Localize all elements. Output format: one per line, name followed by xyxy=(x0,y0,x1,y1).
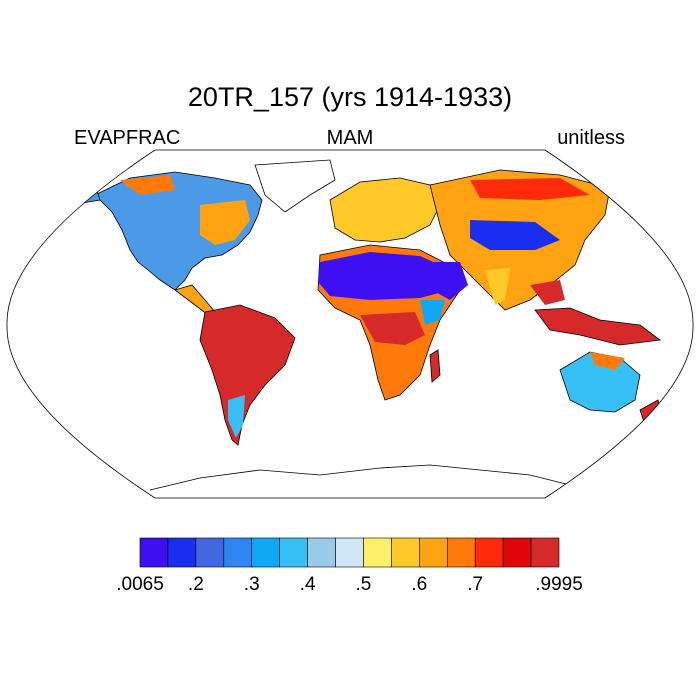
australia-coast xyxy=(590,352,625,370)
variable-label: EVAPFRAC xyxy=(74,127,181,149)
colorbar-swatch xyxy=(446,537,476,568)
season-label: MAM xyxy=(326,127,374,149)
southeast-asia xyxy=(530,280,565,305)
colorbar-tick-label: .4 xyxy=(299,574,316,595)
colorbar-swatch xyxy=(167,537,197,568)
siberia xyxy=(470,178,590,200)
east-africa xyxy=(420,300,445,325)
colorbar-tick-label: .6 xyxy=(411,574,428,595)
north-america-east xyxy=(200,200,250,245)
colorbar-tick-label: .0065 xyxy=(116,574,164,595)
antarctica xyxy=(149,464,601,496)
colorbar-swatch xyxy=(223,537,253,568)
plot-title: 20TR_157 (yrs 1914-1933) xyxy=(187,82,513,112)
central-asia xyxy=(470,220,560,250)
units-label: unitless xyxy=(557,127,625,149)
colorbar-tick-label: .9995 xyxy=(535,574,583,595)
colorbar-swatch xyxy=(363,537,392,568)
colorbar-swatch xyxy=(195,537,225,568)
colorbar-swatch xyxy=(307,537,336,568)
colorbar-swatch xyxy=(139,537,169,568)
colorbar-swatch xyxy=(419,537,448,568)
sahara xyxy=(318,252,455,300)
colorbar-tick-label: .3 xyxy=(243,574,260,595)
colorbar-swatch xyxy=(335,537,364,568)
colorbar-swatch xyxy=(502,537,532,568)
colorbar-swatch xyxy=(474,537,504,568)
colorbar-swatch xyxy=(391,537,420,568)
colorbar-swatch xyxy=(530,537,560,568)
colorbar-swatch xyxy=(251,537,280,568)
globe-outline xyxy=(6,149,694,499)
greenland xyxy=(254,159,336,213)
colorbar-swatch xyxy=(279,537,308,568)
colorbar-tick-label: .5 xyxy=(355,574,372,595)
colorbar-tick-label: .7 xyxy=(467,574,484,595)
north-america xyxy=(94,171,263,291)
north-america-arctic xyxy=(120,175,175,195)
madagascar xyxy=(429,349,441,383)
colorbar-tick-label: .2 xyxy=(187,574,204,595)
indonesia xyxy=(534,307,662,346)
arabia xyxy=(430,262,468,300)
india xyxy=(485,268,510,305)
central-africa xyxy=(360,312,425,345)
europe xyxy=(329,177,441,243)
south-america-south xyxy=(228,395,245,438)
